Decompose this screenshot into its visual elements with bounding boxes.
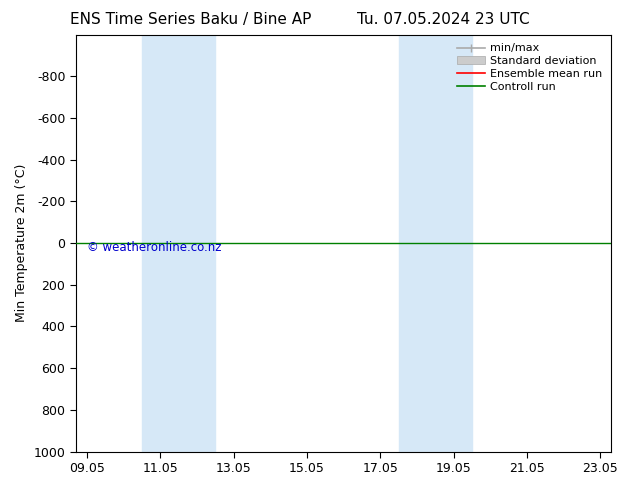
- Bar: [399, 35, 472, 452]
- Text: ENS Time Series Baku / Bine AP: ENS Time Series Baku / Bine AP: [70, 12, 311, 27]
- Y-axis label: Min Temperature 2m (°C): Min Temperature 2m (°C): [15, 164, 28, 322]
- Legend: min/max, Standard deviation, Ensemble mean run, Controll run: min/max, Standard deviation, Ensemble me…: [453, 40, 605, 95]
- Text: © weatheronline.co.nz: © weatheronline.co.nz: [87, 241, 221, 254]
- Text: Tu. 07.05.2024 23 UTC: Tu. 07.05.2024 23 UTC: [358, 12, 530, 27]
- Bar: [142, 35, 215, 452]
